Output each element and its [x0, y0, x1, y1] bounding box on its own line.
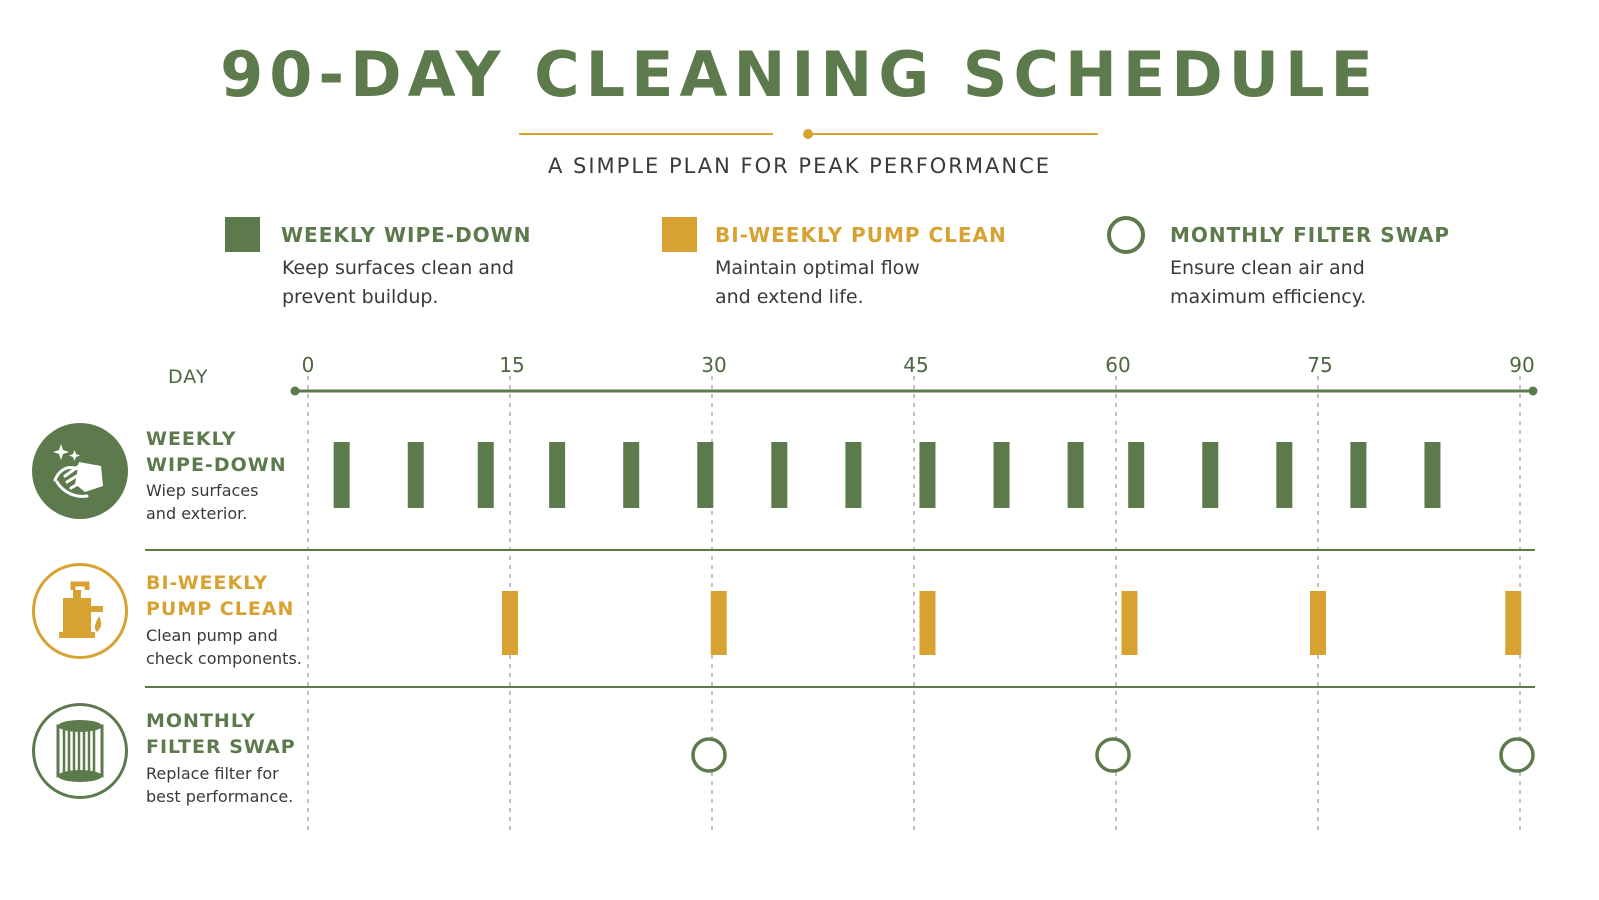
x-tick-label: 75	[1307, 353, 1332, 377]
row-weekly-title-line1: WEEKLY	[146, 428, 237, 450]
row-monthly-title: MONTHLY FILTER SWAP	[146, 708, 306, 760]
pump-icon	[59, 581, 103, 638]
biweekly-pump-marker	[1505, 591, 1522, 655]
biweekly-pump-marker	[710, 591, 727, 655]
row-monthly-desc-line2: best performance.	[146, 787, 294, 806]
row-monthly-title-line1: MONTHLY	[146, 710, 256, 732]
row-weekly-desc-line1: Wiep surfaces	[146, 481, 259, 500]
weekly-wipe-marker	[549, 442, 566, 508]
weekly-wipe-marker	[919, 442, 936, 508]
title-divider-left	[519, 133, 773, 135]
row-biweekly-title-line2: PUMP CLEAN	[146, 598, 295, 620]
x-tick-label: 15	[499, 353, 524, 377]
row-biweekly-title: BI-WEEKLY PUMP CLEAN	[146, 570, 306, 622]
weekly-wipe-marker	[697, 442, 714, 508]
legend-monthly-ring	[1107, 216, 1145, 254]
legend-monthly-title: MONTHLY FILTER SWAP	[1170, 223, 1451, 247]
weekly-wipe-marker	[1128, 442, 1145, 508]
legend-biweekly-square	[662, 217, 697, 252]
page-title: 90-DAY CLEANING SCHEDULE	[220, 38, 1379, 111]
biweekly-pump-marker	[1310, 591, 1326, 655]
x-tick-label: 60	[1105, 353, 1130, 377]
row-biweekly-icon-circle	[32, 563, 128, 659]
legend-monthly-desc: Ensure clean air and maximum efficiency.	[1170, 254, 1470, 312]
weekly-wipe-marker	[477, 442, 494, 508]
x-tick-label: 90	[1509, 353, 1534, 377]
legend-monthly-desc-line2: maximum efficiency.	[1170, 286, 1367, 308]
row-biweekly-title-line1: BI-WEEKLY	[146, 572, 269, 594]
weekly-wipe-marker	[1350, 442, 1367, 508]
x-tick-label: 0	[302, 353, 315, 377]
legend-biweekly-title: BI-WEEKLY PUMP CLEAN	[715, 223, 1007, 247]
x-axis-label: DAY	[168, 366, 209, 388]
row-monthly-desc-line1: Replace filter for	[146, 764, 279, 783]
x-axis-start-dot	[290, 386, 300, 396]
row-biweekly-desc: Clean pump and check components.	[146, 624, 316, 670]
legend-biweekly-desc-line1: Maintain optimal flow	[715, 257, 920, 279]
legend-monthly-desc-line1: Ensure clean air and	[1170, 257, 1365, 279]
row-weekly-title: WEEKLY WIPE-DOWN	[146, 426, 306, 478]
row-weekly-desc: Wiep surfaces and exterior.	[146, 479, 316, 525]
legend-weekly-title: WEEKLY WIPE-DOWN	[281, 223, 532, 247]
title-divider-dot	[803, 129, 813, 139]
legend-weekly-desc-line1: Keep surfaces clean and	[282, 257, 515, 279]
biweekly-pump-marker	[919, 591, 936, 655]
row-weekly-title-line2: WIPE-DOWN	[146, 454, 287, 476]
monthly-filter-marker	[1095, 737, 1131, 773]
legend-weekly-square	[225, 217, 260, 252]
legend-weekly-desc: Keep surfaces clean and prevent buildup.	[282, 254, 582, 312]
biweekly-pump-marker	[502, 591, 518, 655]
weekly-wipe-marker	[623, 442, 640, 508]
x-tick-label: 30	[701, 353, 726, 377]
weekly-wipe-marker	[771, 442, 788, 508]
x-axis-end-dot	[1528, 386, 1538, 396]
biweekly-pump-marker	[1121, 591, 1138, 655]
filter-icon	[56, 720, 104, 782]
weekly-wipe-marker	[1202, 442, 1219, 508]
monthly-filter-marker	[691, 737, 727, 773]
weekly-wipe-marker	[1067, 442, 1084, 508]
legend-biweekly-desc: Maintain optimal flow and extend life.	[715, 254, 1015, 312]
row-biweekly-desc-line2: check components.	[146, 649, 302, 668]
row-weekly-desc-line2: and exterior.	[146, 504, 248, 523]
legend-weekly-desc-line2: prevent buildup.	[282, 286, 439, 308]
row-biweekly-desc-line1: Clean pump and	[146, 626, 278, 645]
row-monthly-desc: Replace filter for best performance.	[146, 762, 316, 808]
weekly-wipe-marker	[1276, 442, 1293, 508]
title-divider-right	[812, 133, 1098, 135]
row-monthly-icon-circle	[32, 703, 128, 799]
legend-biweekly-desc-line2: and extend life.	[715, 286, 864, 308]
hand-wiping-icon	[53, 444, 103, 498]
x-tick-label: 45	[903, 353, 928, 377]
weekly-wipe-marker	[1424, 442, 1441, 508]
weekly-wipe-marker	[407, 442, 424, 508]
row-monthly-title-line2: FILTER SWAP	[146, 736, 296, 758]
monthly-filter-marker	[1499, 737, 1535, 773]
weekly-wipe-marker	[993, 442, 1010, 508]
page-subtitle: A SIMPLE PLAN FOR PEAK PERFORMANCE	[547, 154, 1052, 178]
weekly-wipe-marker	[333, 442, 350, 508]
weekly-wipe-marker	[845, 442, 862, 508]
row-weekly-icon-circle	[32, 423, 128, 519]
